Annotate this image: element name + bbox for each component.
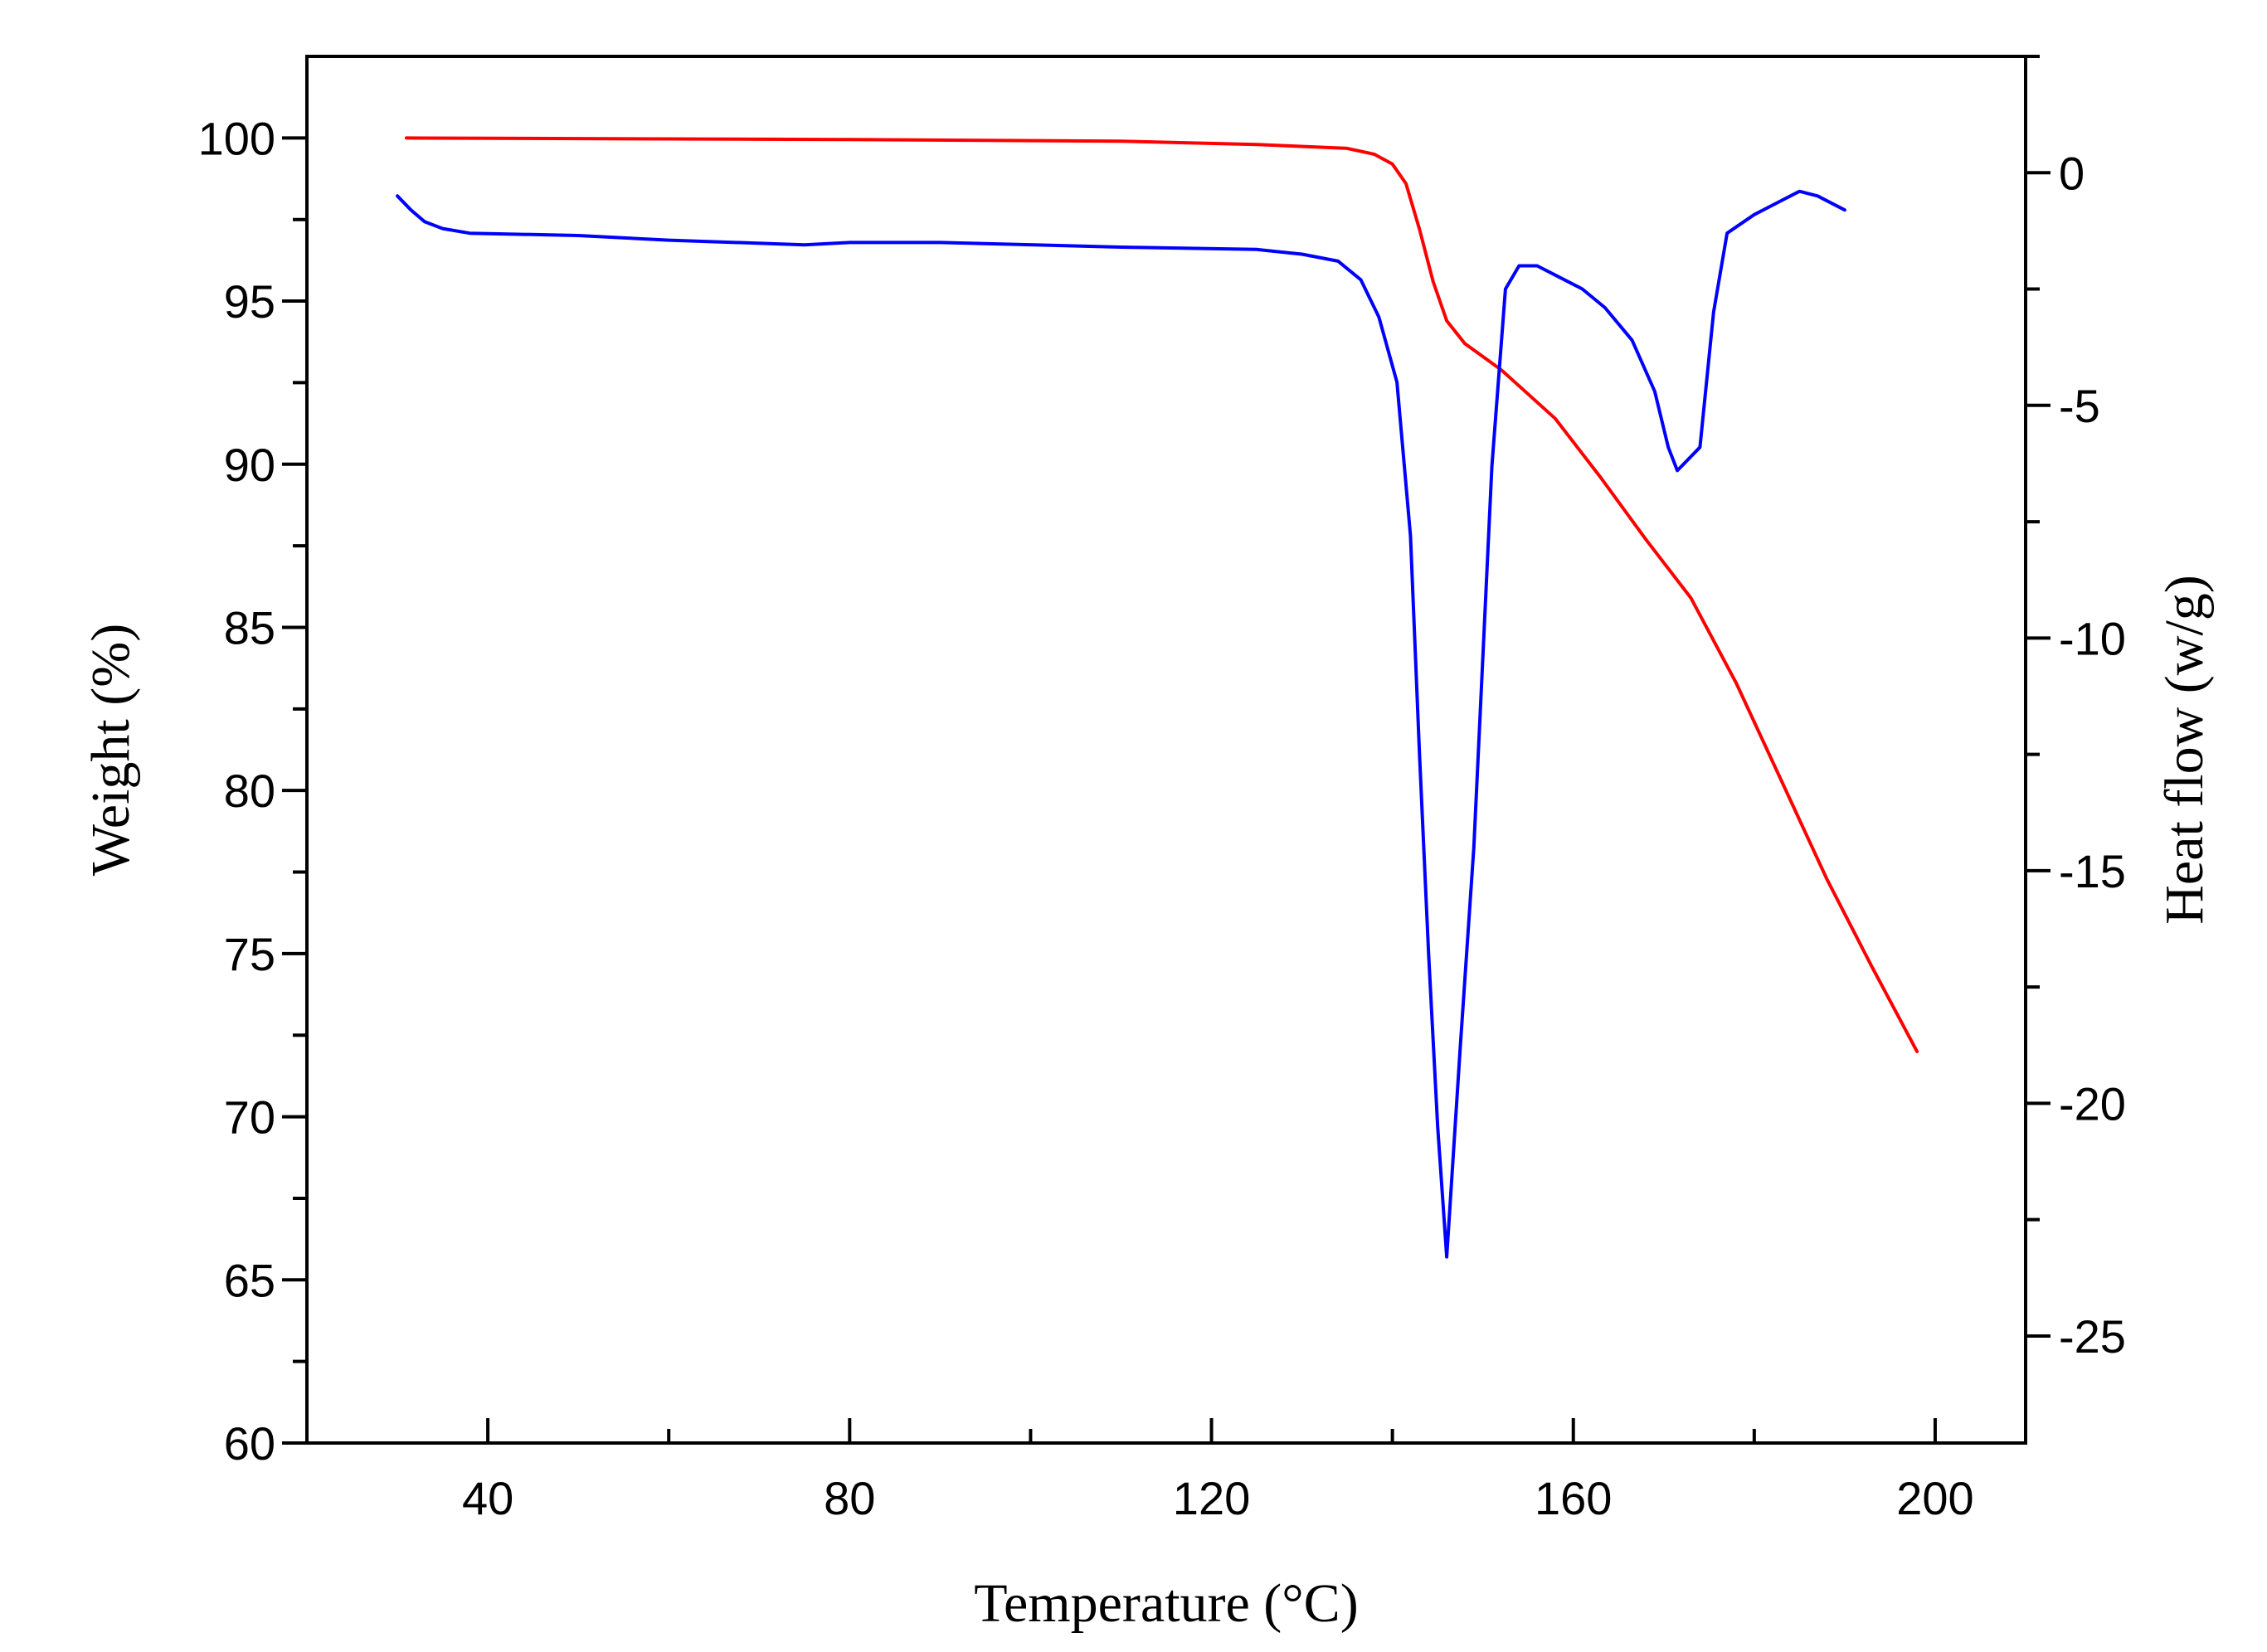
- right-y-tick-label: -10: [2059, 612, 2126, 664]
- left-y-tick-label: 95: [224, 275, 275, 328]
- left-y-axis-ticks: 60 65 70 75 80 85 90 95 100: [198, 112, 307, 1470]
- series-layer: [396, 136, 1919, 1259]
- x-axis-ticks: 40 80 120 160 200: [462, 1418, 1974, 1524]
- x-tick-label: 40: [462, 1472, 513, 1524]
- right-y-tick-label: -20: [2059, 1077, 2126, 1130]
- right-y-tick-label: -15: [2059, 845, 2126, 897]
- right-y-axis-title: Heat flow (w/g): [2154, 575, 2215, 925]
- right-y-axis-ticks: -25 -20 -15 -10 -5 0: [2026, 55, 2126, 1363]
- x-axis-title: Temperature (°C): [974, 1573, 1358, 1634]
- left-y-tick-label: 80: [224, 765, 275, 817]
- heat-flow-series-line: [396, 189, 1846, 1259]
- x-tick-label: 80: [824, 1472, 875, 1524]
- left-y-tick-label: 90: [224, 439, 275, 491]
- left-y-tick-label: 70: [224, 1091, 275, 1144]
- right-y-tick-label: 0: [2059, 147, 2085, 199]
- x-tick-label: 120: [1173, 1472, 1250, 1524]
- left-y-axis-title: Weight (%): [80, 624, 141, 876]
- left-y-tick-label: 100: [198, 112, 275, 164]
- plot-frame: [305, 55, 2027, 1445]
- left-y-tick-label: 85: [224, 601, 275, 654]
- left-y-tick-label: 75: [224, 928, 275, 980]
- weight-series-line: [405, 136, 1919, 1053]
- x-tick-label: 160: [1535, 1472, 1612, 1524]
- right-y-tick-label: -5: [2059, 380, 2100, 432]
- left-y-tick-label: 60: [224, 1417, 275, 1470]
- right-y-tick-label: -25: [2059, 1310, 2126, 1363]
- x-tick-label: 200: [1896, 1472, 1973, 1524]
- left-y-tick-label: 65: [224, 1254, 275, 1306]
